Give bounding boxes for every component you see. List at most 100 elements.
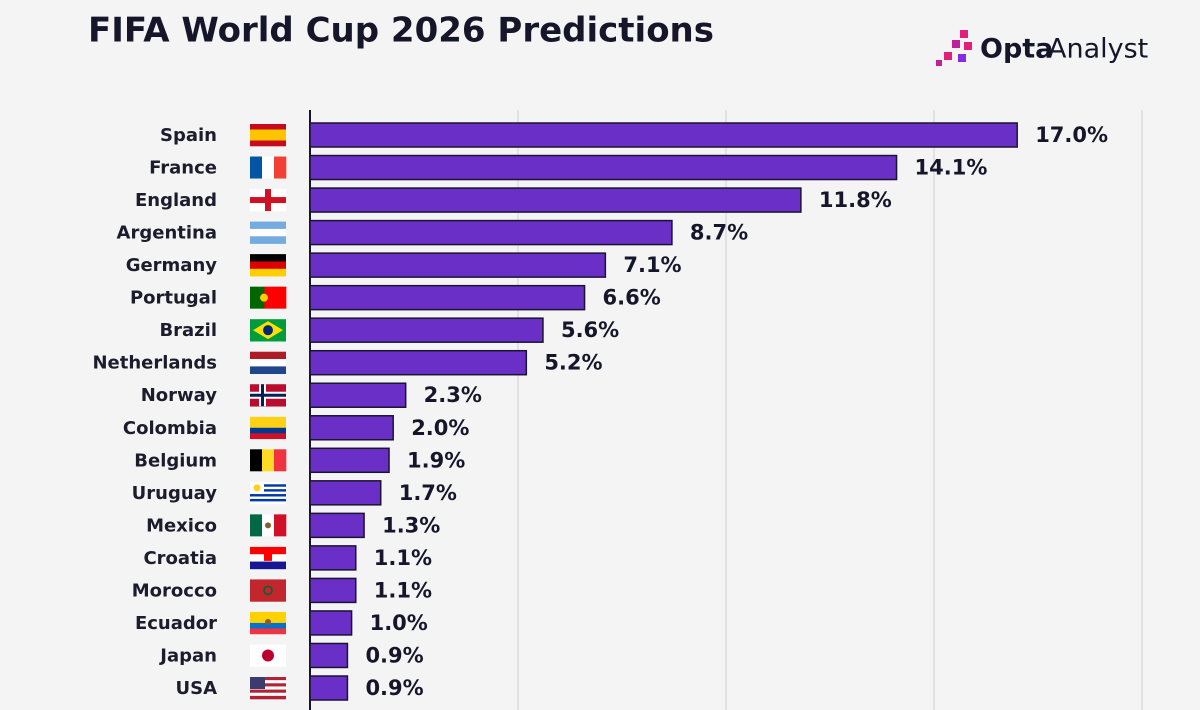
bar (309, 642, 349, 669)
value-label: 2.0% (411, 416, 469, 440)
flag-part (250, 124, 286, 130)
category-label: Brazil (159, 320, 217, 341)
flag-part (274, 449, 287, 472)
category-label: Ecuador (135, 613, 217, 634)
flag-part (250, 622, 286, 629)
flag-part (250, 393, 286, 397)
value-label: 2.3% (424, 383, 482, 407)
value-label: 6.6% (603, 286, 661, 310)
bar (309, 610, 353, 636)
logo-mark (936, 60, 942, 66)
flag-part (250, 484, 286, 488)
flag-part (250, 611, 286, 618)
flag-part (271, 286, 280, 309)
flag-part (265, 522, 271, 529)
flag (250, 644, 286, 667)
bar (309, 219, 673, 246)
flag-part (250, 135, 286, 141)
logo-mark (960, 30, 968, 38)
category-label: England (135, 190, 217, 211)
bar (309, 154, 898, 181)
flag-part (250, 221, 286, 230)
flag (250, 384, 286, 407)
flag (250, 481, 286, 505)
flag-part (250, 561, 286, 570)
flag (250, 254, 286, 277)
bar (309, 122, 1018, 148)
flag-part (250, 261, 286, 270)
bar (309, 284, 586, 311)
flag-part (264, 286, 272, 309)
bar (309, 545, 357, 571)
value-label: 1.9% (407, 448, 465, 472)
flag (250, 449, 287, 472)
flag-part (250, 268, 286, 277)
bar (309, 382, 407, 408)
category-label: Mexico (146, 515, 217, 536)
flag-part (265, 618, 271, 625)
flag-part (262, 449, 275, 472)
flag-part (250, 228, 286, 237)
category-label: Belgium (134, 450, 217, 471)
flag-part (262, 649, 274, 662)
flag-part (250, 491, 286, 495)
flag (250, 286, 287, 309)
category-label: Spain (160, 125, 217, 146)
flag-part (250, 422, 286, 429)
flag-part (250, 486, 286, 490)
flag-part (250, 683, 286, 687)
flag-part (250, 496, 286, 500)
logo: Opta Analyst (936, 30, 1148, 66)
value-label: 8.7% (690, 221, 748, 245)
category-label: Norway (141, 385, 218, 406)
bar (309, 317, 544, 343)
logo-mark (964, 42, 972, 50)
category-label: USA (175, 678, 217, 699)
flag-part (250, 695, 286, 700)
flag (250, 189, 286, 212)
flag-part (260, 293, 268, 302)
flag-part (250, 366, 286, 375)
value-label: 14.1% (915, 156, 988, 180)
logo-mark (958, 54, 966, 62)
value-label: 0.9% (365, 643, 423, 667)
flag (250, 319, 286, 342)
bar (309, 187, 802, 213)
flag-part (250, 489, 286, 492)
flag-part (250, 351, 286, 360)
flag-part (250, 628, 286, 635)
logo-text: Analyst (1048, 34, 1148, 65)
flag-part (250, 140, 286, 147)
flag-part (250, 416, 286, 423)
value-label: 5.6% (561, 318, 619, 342)
bar (309, 675, 349, 701)
bar (309, 577, 357, 604)
value-label: 1.1% (374, 546, 432, 570)
category-label: Argentina (117, 223, 217, 244)
category-label: Portugal (130, 288, 217, 309)
flag-part (250, 692, 286, 697)
flag-part (250, 686, 286, 690)
flag-part (263, 325, 273, 336)
flag (250, 546, 286, 570)
category-label: France (149, 158, 217, 179)
flag (250, 514, 287, 537)
value-label: 11.8% (819, 188, 892, 212)
flag-part (274, 156, 287, 179)
chart-title: FIFA World Cup 2026 Predictions (88, 11, 714, 51)
flag-part (250, 129, 286, 136)
flag-part (250, 197, 286, 204)
flag-part (264, 551, 272, 561)
value-label: 17.0% (1035, 123, 1108, 147)
flag (250, 416, 286, 440)
value-label: 1.7% (399, 481, 457, 505)
flag-part (250, 514, 263, 537)
flag-part (250, 481, 286, 485)
flag-part (278, 286, 287, 309)
flag-part (250, 359, 286, 367)
bar (309, 349, 528, 376)
flag (250, 351, 286, 375)
flag-part (250, 449, 263, 472)
value-label: 1.1% (374, 578, 432, 602)
category-label: Morocco (132, 580, 217, 601)
